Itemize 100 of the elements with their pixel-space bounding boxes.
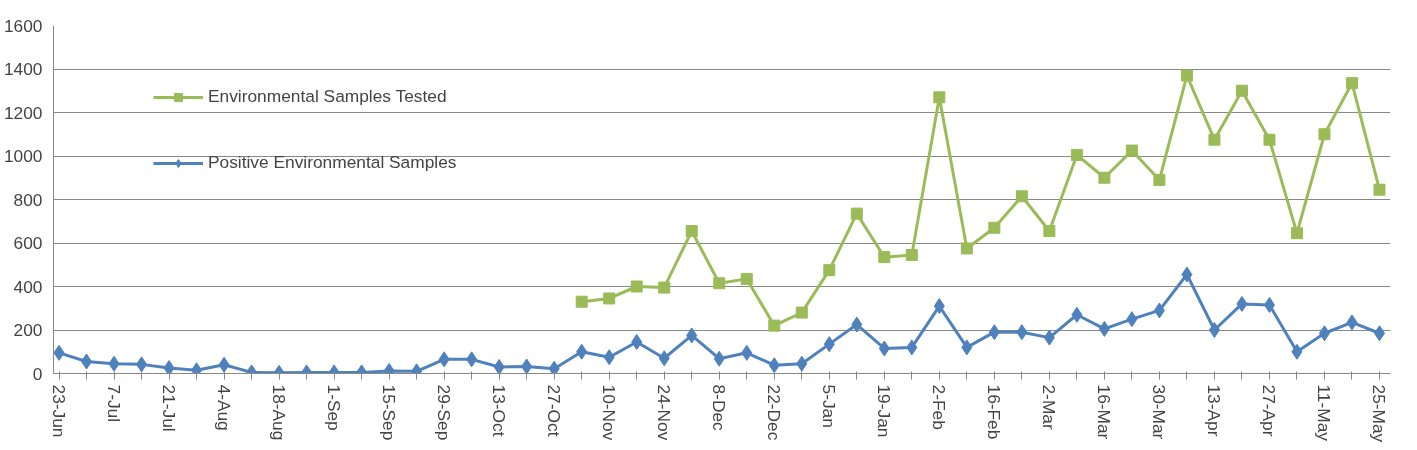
point <box>1208 133 1221 146</box>
point <box>81 353 93 370</box>
x-tick-label: 15-Sep <box>379 384 400 441</box>
x-tick-label: 23-Jun <box>49 384 69 438</box>
x-tick-label: 21-Jul <box>159 384 180 432</box>
point <box>1180 69 1193 82</box>
point <box>796 355 808 372</box>
point <box>851 316 863 333</box>
point <box>686 327 698 344</box>
x-tick-label: 2-Mar <box>1039 384 1060 430</box>
point <box>163 360 175 374</box>
point <box>658 281 671 294</box>
x-tick-label: 11-May <box>1314 384 1335 442</box>
point <box>603 349 615 366</box>
point <box>685 225 698 238</box>
point <box>933 91 946 104</box>
x-tick-label: 16-Mar <box>1094 384 1115 440</box>
x-tick-label: 27-Oct <box>544 384 565 437</box>
point <box>933 298 945 315</box>
x-tick-label: 19-Jan <box>874 384 895 438</box>
point <box>713 277 726 290</box>
x-tick-label: 7-Jul <box>104 384 125 423</box>
point <box>740 272 753 285</box>
point <box>1016 324 1028 341</box>
point <box>1235 84 1248 97</box>
point <box>1318 128 1331 141</box>
x-tick-label: 25-May <box>1369 384 1390 443</box>
x-tick-label: 22-Dec <box>764 384 785 441</box>
point <box>1015 190 1028 203</box>
point <box>575 295 588 308</box>
point <box>713 350 725 367</box>
x-tick-label: 18-Aug <box>269 384 290 441</box>
point <box>768 357 780 374</box>
point <box>548 360 560 374</box>
point <box>493 358 505 374</box>
x-tick-label: 13-Oct <box>489 384 510 437</box>
point <box>905 248 918 261</box>
x-tick-label: 27-Apr <box>1259 384 1280 437</box>
point <box>960 242 973 255</box>
point <box>521 358 533 374</box>
y-tick-label: 1000 <box>3 146 43 166</box>
point <box>438 351 450 368</box>
point <box>741 344 753 361</box>
point <box>1181 266 1193 283</box>
x-tick-label: 30-Mar <box>1149 384 1170 440</box>
point <box>1098 320 1110 337</box>
x-tick-label: 10-Nov <box>599 384 620 441</box>
point <box>576 343 588 360</box>
point <box>1153 173 1166 186</box>
point <box>1345 77 1358 90</box>
point <box>988 221 1001 234</box>
point <box>603 292 616 305</box>
point <box>53 344 65 361</box>
point <box>795 306 808 319</box>
point <box>1346 314 1358 331</box>
x-tick-label: 8-Dec <box>709 384 730 432</box>
point <box>823 264 836 277</box>
point <box>1098 171 1111 184</box>
x-tick-label: 2-Feb <box>929 384 950 430</box>
point <box>906 339 918 356</box>
point <box>1208 322 1220 338</box>
y-tick-label: 1600 <box>3 15 43 36</box>
point <box>1125 144 1138 157</box>
y-tick-label: 400 <box>13 276 43 297</box>
y-tick-label: 1200 <box>3 102 43 123</box>
x-tick-label: 13-Apr <box>1204 384 1225 437</box>
point <box>1070 148 1083 161</box>
point <box>1263 296 1275 313</box>
x-tick-label: 24-Nov <box>654 384 675 441</box>
y-tick-label: 200 <box>13 320 43 340</box>
point <box>1236 295 1248 312</box>
point <box>1291 343 1303 360</box>
point <box>630 280 643 293</box>
legend-label: Environmental Samples Tested <box>208 86 447 107</box>
point <box>631 333 643 350</box>
point <box>961 339 973 356</box>
point <box>1043 329 1055 346</box>
point <box>768 319 781 332</box>
y-tick-label: 0 <box>32 363 43 384</box>
point <box>108 355 120 372</box>
point <box>1043 225 1056 238</box>
point <box>823 336 835 353</box>
y-tick-label: 1400 <box>3 59 43 79</box>
x-tick-label: 4-Aug <box>214 384 235 431</box>
point <box>1126 311 1138 328</box>
x-tick-label: 1-Sep <box>324 384 345 431</box>
point <box>1263 133 1276 146</box>
x-tick-label: 29-Sep <box>434 384 455 441</box>
point <box>658 350 670 367</box>
point <box>988 324 1000 341</box>
point <box>878 340 890 357</box>
point <box>1290 227 1303 240</box>
x-tick-label: 5-Jan <box>819 384 840 428</box>
x-tick-label: 16-Feb <box>984 384 1005 440</box>
point <box>218 356 230 373</box>
y-tick-label: 800 <box>13 189 43 210</box>
point <box>1071 306 1083 323</box>
point <box>1318 325 1330 342</box>
point <box>1153 302 1165 319</box>
point <box>850 207 863 220</box>
